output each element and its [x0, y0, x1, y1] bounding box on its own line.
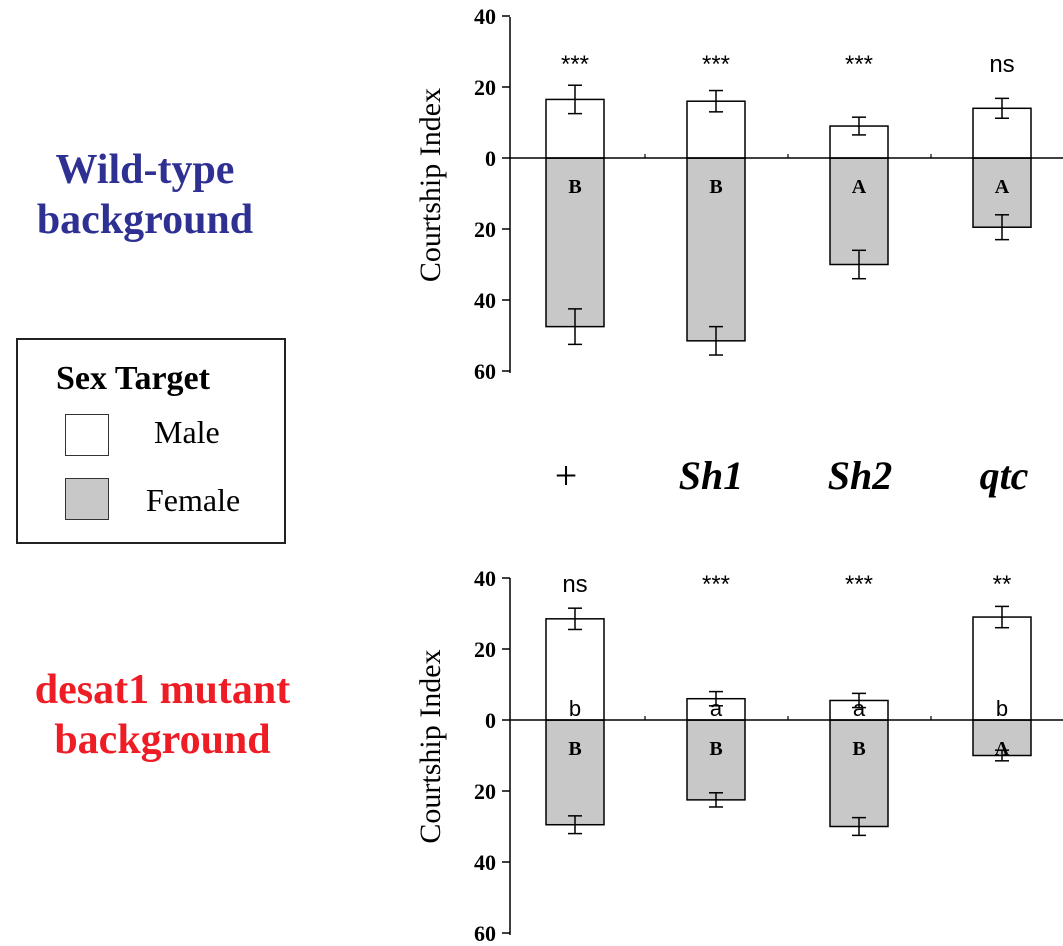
female-group-letter: B	[568, 738, 581, 760]
y-tick-label: 40	[474, 288, 496, 313]
bar-male	[972, 616, 1032, 721]
genotype-label: +	[554, 453, 578, 498]
female-group-letter: B	[709, 738, 722, 760]
legend-label-female: Female	[146, 482, 241, 518]
female-group-letter: B	[568, 176, 581, 198]
y-tick-label: 20	[474, 217, 496, 242]
bar-female	[686, 719, 746, 801]
genotype-label: Sh1	[678, 453, 744, 498]
significance-label: ns	[989, 51, 1014, 78]
genotype-label: qtc	[979, 453, 1029, 498]
desat1-background-label: desat1 mutant background	[34, 667, 291, 763]
significance-label: ns	[562, 571, 587, 598]
y-tick-label: 40	[474, 566, 496, 591]
significance-label: ***	[845, 571, 873, 598]
bar-female	[545, 719, 605, 826]
y-tick-label: 60	[474, 359, 496, 384]
bar-male	[972, 107, 1032, 159]
legend: Sex Target Male Female	[16, 338, 286, 544]
female-group-letter: A	[995, 176, 1010, 198]
y-tick-label: 60	[474, 921, 496, 946]
legend-swatch-female	[65, 478, 109, 520]
female-group-letter: B	[709, 176, 722, 198]
bar-female	[545, 157, 605, 328]
legend-swatch-male	[65, 414, 109, 456]
y-tick-label: 20	[474, 637, 496, 662]
bar-female	[829, 157, 889, 266]
wild-type-background-label: Wild-type background	[36, 147, 254, 243]
y-tick-label: 40	[474, 850, 496, 875]
y-tick-label: 20	[474, 75, 496, 100]
y-tick-label: 0	[485, 708, 496, 733]
y-axis-label: Courtship Index	[414, 649, 447, 843]
male-group-letter: a	[710, 696, 723, 721]
significance-label: ***	[702, 571, 730, 598]
significance-label: **	[993, 571, 1012, 598]
male-group-letter: b	[569, 696, 581, 721]
female-group-letter: A	[852, 176, 867, 198]
y-tick-label: 40	[474, 4, 496, 29]
male-group-letter: a	[853, 696, 866, 721]
significance-label: ***	[561, 51, 589, 78]
bar-male	[545, 618, 605, 721]
y-tick-label: 20	[474, 779, 496, 804]
bar-female	[829, 719, 889, 828]
male-group-letter: b	[996, 696, 1008, 721]
y-axis-label: Courtship Index	[414, 88, 447, 282]
genotype-label: Sh2	[827, 453, 893, 498]
y-tick-label: 0	[485, 146, 496, 171]
female-group-letter: B	[852, 738, 865, 760]
bar-female	[686, 157, 746, 342]
legend-title: Sex Target	[56, 360, 210, 397]
significance-label: ***	[845, 51, 873, 78]
significance-label: ***	[702, 51, 730, 78]
female-group-letter: A	[995, 738, 1010, 760]
legend-label-male: Male	[154, 414, 220, 450]
